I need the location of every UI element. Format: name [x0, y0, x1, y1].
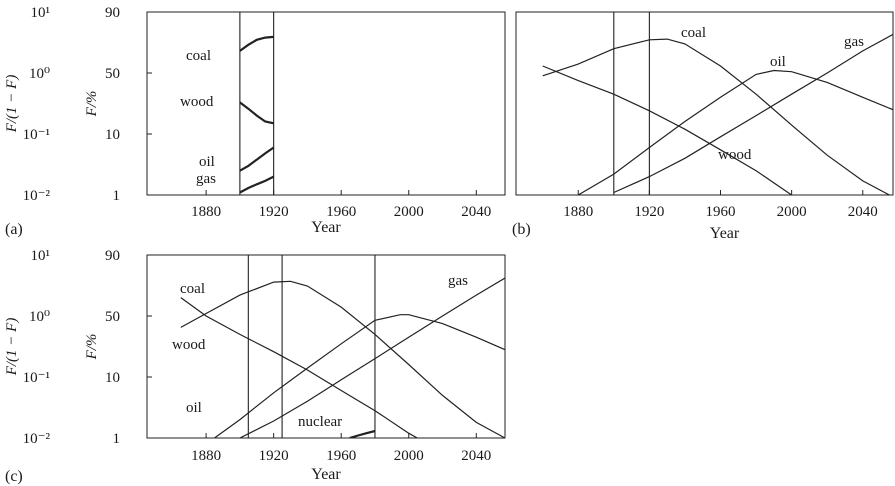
series-label-wood: wood	[718, 147, 752, 163]
x-tick-label: 1920	[259, 448, 289, 464]
series-label-gas: gas	[196, 171, 216, 187]
series-label-coal: coal	[186, 48, 211, 64]
series-label-oil: oil	[186, 400, 202, 416]
series-line-oil	[577, 69, 893, 195]
y-axis-label-percent: F/%	[84, 91, 100, 118]
x-axis-label: Year	[710, 225, 740, 242]
series-line-coal	[239, 35, 274, 52]
x-tick-label: 1920	[634, 204, 664, 220]
chart-panel-1: 1880 1920 1960 2000 2040 Year (a) 10¹ 10⁰ 10⁻¹ 10⁻…	[4, 5, 506, 238]
series-line-coal	[180, 280, 505, 438]
x-tick-label: 1960	[326, 448, 356, 464]
y-tick-label-ratio: 10⁻²	[23, 188, 51, 204]
y-axis-label-ratio: F/(1 − F)	[4, 318, 20, 377]
x-tick-label: 2040	[848, 204, 878, 220]
series-line-oil	[239, 146, 275, 172]
series-label-gas: gas	[448, 273, 468, 289]
y-tick-label-ratio: 10⁰	[29, 66, 50, 82]
panel-label: (b)	[512, 221, 531, 238]
y-axis-label-ratio: F/(1 − F)	[4, 75, 20, 134]
x-tick-label: 1960	[326, 204, 356, 220]
x-tick-label: 2040	[461, 204, 491, 220]
series-line-wood	[239, 101, 274, 125]
y-tick-label-percent: 90	[105, 248, 120, 264]
y-tick-label-percent: 90	[105, 5, 120, 21]
y-tick-label-ratio: 10⁰	[29, 309, 50, 325]
panel-label: (a)	[5, 221, 23, 238]
y-tick-label-ratio: 10⁻¹	[23, 127, 50, 143]
y-axis-label-percent: F/%	[84, 334, 100, 361]
series-line-gas	[239, 175, 275, 194]
x-axis-label: Year	[311, 219, 341, 236]
y-tick-label-percent: 1	[113, 188, 121, 204]
plot-frame	[146, 11, 506, 196]
series-label-oil: oil	[770, 54, 786, 70]
series-line-gas	[613, 33, 893, 194]
plot-frame	[146, 254, 506, 439]
series-line-oil	[214, 314, 505, 438]
y-tick-label-percent: 10	[105, 370, 120, 386]
y-tick-label-ratio: 10¹	[31, 248, 51, 264]
y-tick-label-ratio: 10¹	[31, 5, 51, 21]
series-line-wood	[180, 297, 418, 438]
x-tick-label: 1880	[191, 204, 221, 220]
x-tick-label: 2000	[394, 204, 424, 220]
x-tick-label: 2040	[461, 448, 491, 464]
series-label-wood: wood	[172, 337, 206, 353]
y-tick-label-percent: 50	[105, 309, 120, 325]
y-tick-label-ratio: 10⁻²	[23, 431, 51, 447]
series-label-coal: coal	[180, 281, 205, 297]
series-line-coal	[542, 38, 890, 195]
series-line-nuclear	[349, 429, 376, 438]
chart-panel-3: 1880 1920 1960 2000 2040 Year (c) 10¹ 10⁰ 10⁻¹ 10⁻…	[4, 248, 506, 485]
series-label-coal: coal	[681, 25, 706, 41]
x-axis-label: Year	[311, 466, 341, 483]
series-label-nuclear: nuclear	[298, 414, 342, 430]
x-tick-label: 1920	[259, 204, 289, 220]
y-tick-label-percent: 50	[105, 66, 120, 82]
series-line-wood	[542, 65, 792, 195]
x-tick-label: 2000	[777, 204, 807, 220]
series-label-oil: oil	[199, 154, 215, 170]
chart-panel-2: 1880 1920 1960 2000 2040 Year (b) coal wood oil ga…	[512, 11, 894, 242]
series-label-gas: gas	[844, 34, 864, 50]
y-tick-label-percent: 1	[113, 431, 121, 447]
series-label-wood: wood	[180, 94, 214, 110]
x-tick-label: 1880	[191, 448, 221, 464]
y-tick-label-ratio: 10⁻¹	[23, 370, 50, 386]
x-tick-label: 1960	[706, 204, 736, 220]
panel-label: (c)	[5, 468, 23, 485]
x-tick-label: 2000	[394, 448, 424, 464]
y-tick-label-percent: 10	[105, 127, 120, 143]
x-tick-label: 1880	[563, 204, 593, 220]
series-line-gas	[239, 277, 505, 438]
plot-frame	[515, 11, 894, 196]
